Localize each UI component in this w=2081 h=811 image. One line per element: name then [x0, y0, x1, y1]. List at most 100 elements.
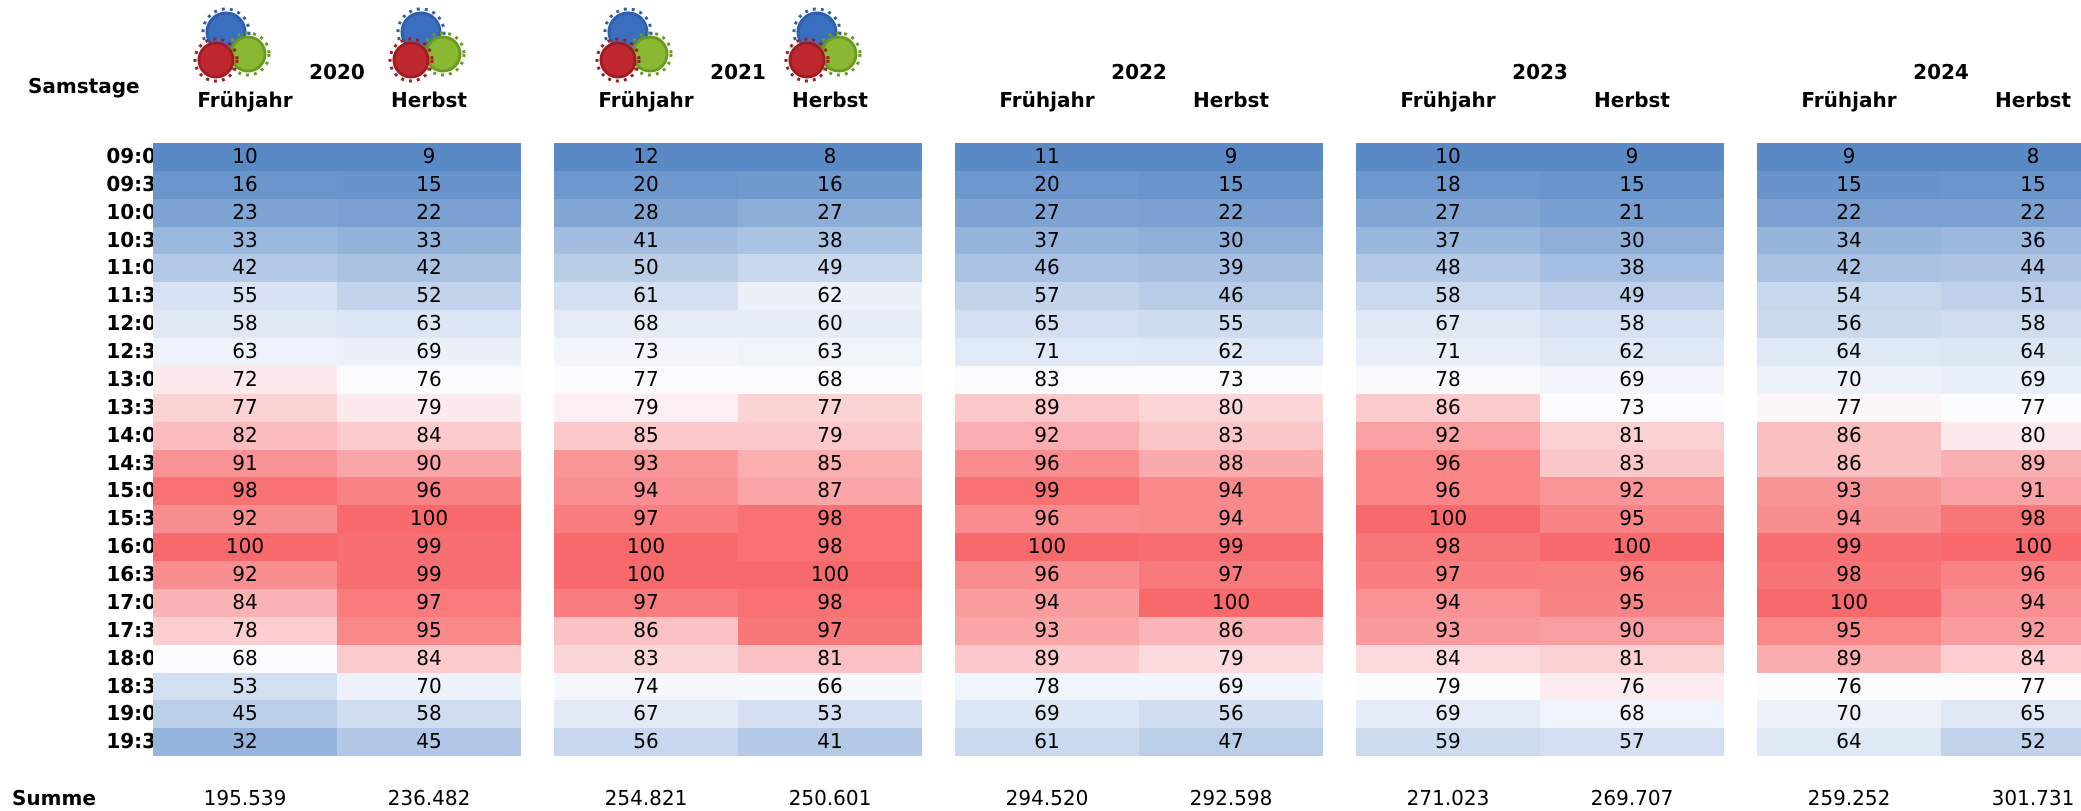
heat-cell: 73 [554, 338, 738, 366]
heat-cell: 100 [1139, 589, 1323, 617]
heat-cell: 81 [1540, 422, 1724, 450]
heat-cell: 94 [1356, 589, 1540, 617]
heat-cell: 87 [738, 477, 922, 505]
heat-cell: 77 [1757, 394, 1941, 422]
virus-icon [783, 6, 863, 86]
heat-cell: 38 [738, 227, 922, 255]
heat-cell: 79 [337, 394, 521, 422]
heat-cell: 64 [1941, 338, 2081, 366]
heat-cell: 83 [955, 366, 1139, 394]
heat-cell: 15 [337, 171, 521, 199]
heat-cell: 66 [738, 673, 922, 701]
heat-cell: 27 [955, 199, 1139, 227]
heat-cell: 59 [1356, 728, 1540, 756]
heat-cell: 65 [955, 310, 1139, 338]
heat-cell: 84 [1941, 645, 2081, 673]
heat-cell: 77 [153, 394, 337, 422]
heat-cell: 37 [1356, 227, 1540, 255]
heat-cell: 98 [1941, 505, 2081, 533]
heat-cell: 32 [153, 728, 337, 756]
heat-cell: 94 [1139, 505, 1323, 533]
column-header: Frühjahr [598, 88, 693, 112]
heat-cell: 96 [955, 450, 1139, 478]
heat-cell: 62 [738, 282, 922, 310]
heat-cell: 95 [1540, 505, 1724, 533]
heat-cell: 100 [153, 533, 337, 561]
heat-cell: 30 [1139, 227, 1323, 255]
heat-cell: 11 [955, 143, 1139, 171]
heat-cell: 83 [1540, 450, 1724, 478]
heat-cell: 81 [1540, 645, 1724, 673]
heat-cell: 95 [1540, 589, 1724, 617]
heat-cell: 97 [554, 505, 738, 533]
heat-cell: 77 [554, 366, 738, 394]
heat-cell: 92 [153, 505, 337, 533]
sum-label: Summe [12, 786, 96, 810]
heat-cell: 96 [955, 561, 1139, 589]
heat-cell: 100 [1757, 589, 1941, 617]
heat-cell: 16 [153, 171, 337, 199]
heat-cell: 52 [337, 282, 521, 310]
heat-cell: 9 [1757, 143, 1941, 171]
heat-cell: 68 [554, 310, 738, 338]
heat-cell: 96 [337, 477, 521, 505]
heat-cell: 28 [554, 199, 738, 227]
heat-cell: 63 [153, 338, 337, 366]
heat-cell: 79 [1139, 645, 1323, 673]
heat-cell: 76 [1757, 673, 1941, 701]
heat-cell: 97 [1356, 561, 1540, 589]
heat-cell: 88 [1139, 450, 1323, 478]
heat-cell: 100 [1941, 533, 2081, 561]
heat-cell: 64 [1757, 338, 1941, 366]
year-label: 2021 [710, 60, 766, 84]
column-sum: 301.731 [1992, 786, 2075, 810]
heat-cell: 33 [153, 227, 337, 255]
heat-cell: 84 [153, 589, 337, 617]
heat-cell: 52 [1941, 728, 2081, 756]
heat-cell: 90 [1540, 617, 1724, 645]
heat-cell: 54 [1757, 282, 1941, 310]
heat-cell: 64 [1757, 728, 1941, 756]
heat-cell: 89 [1757, 645, 1941, 673]
heat-cell: 78 [955, 673, 1139, 701]
heat-cell: 57 [1540, 728, 1724, 756]
column-sum: 259.252 [1808, 786, 1891, 810]
heat-cell: 96 [955, 505, 1139, 533]
virus-icon [192, 6, 272, 86]
heat-cell: 100 [955, 533, 1139, 561]
heat-cell: 69 [1139, 673, 1323, 701]
column-sum: 271.023 [1407, 786, 1490, 810]
heat-cell: 15 [1139, 171, 1323, 199]
heat-cell: 38 [1540, 254, 1724, 282]
heat-cell: 94 [955, 589, 1139, 617]
heat-cell: 62 [1540, 338, 1724, 366]
heat-cell: 42 [153, 254, 337, 282]
heat-cell: 27 [738, 199, 922, 227]
column-header: Frühjahr [197, 88, 292, 112]
year-label: 2022 [1111, 60, 1167, 84]
heat-cell: 12 [554, 143, 738, 171]
heat-cell: 82 [153, 422, 337, 450]
heat-cell: 69 [337, 338, 521, 366]
heat-cell: 45 [153, 700, 337, 728]
heat-cell: 79 [1356, 673, 1540, 701]
row-header: Samstage [28, 74, 140, 98]
heat-cell: 100 [554, 561, 738, 589]
heat-cell: 61 [955, 728, 1139, 756]
heat-cell: 84 [337, 645, 521, 673]
heat-cell: 70 [337, 673, 521, 701]
heat-cell: 63 [337, 310, 521, 338]
column-sum: 250.601 [789, 786, 872, 810]
heat-cell: 96 [1941, 561, 2081, 589]
heat-cell: 49 [738, 254, 922, 282]
heat-cell: 83 [554, 645, 738, 673]
heat-cell: 98 [153, 477, 337, 505]
heat-cell: 92 [1941, 617, 2081, 645]
heat-cell: 15 [1757, 171, 1941, 199]
heat-cell: 93 [1356, 617, 1540, 645]
heat-cell: 36 [1941, 227, 2081, 255]
heat-cell: 22 [1941, 199, 2081, 227]
heat-cell: 58 [337, 700, 521, 728]
heat-cell: 98 [738, 533, 922, 561]
heat-cell: 94 [554, 477, 738, 505]
